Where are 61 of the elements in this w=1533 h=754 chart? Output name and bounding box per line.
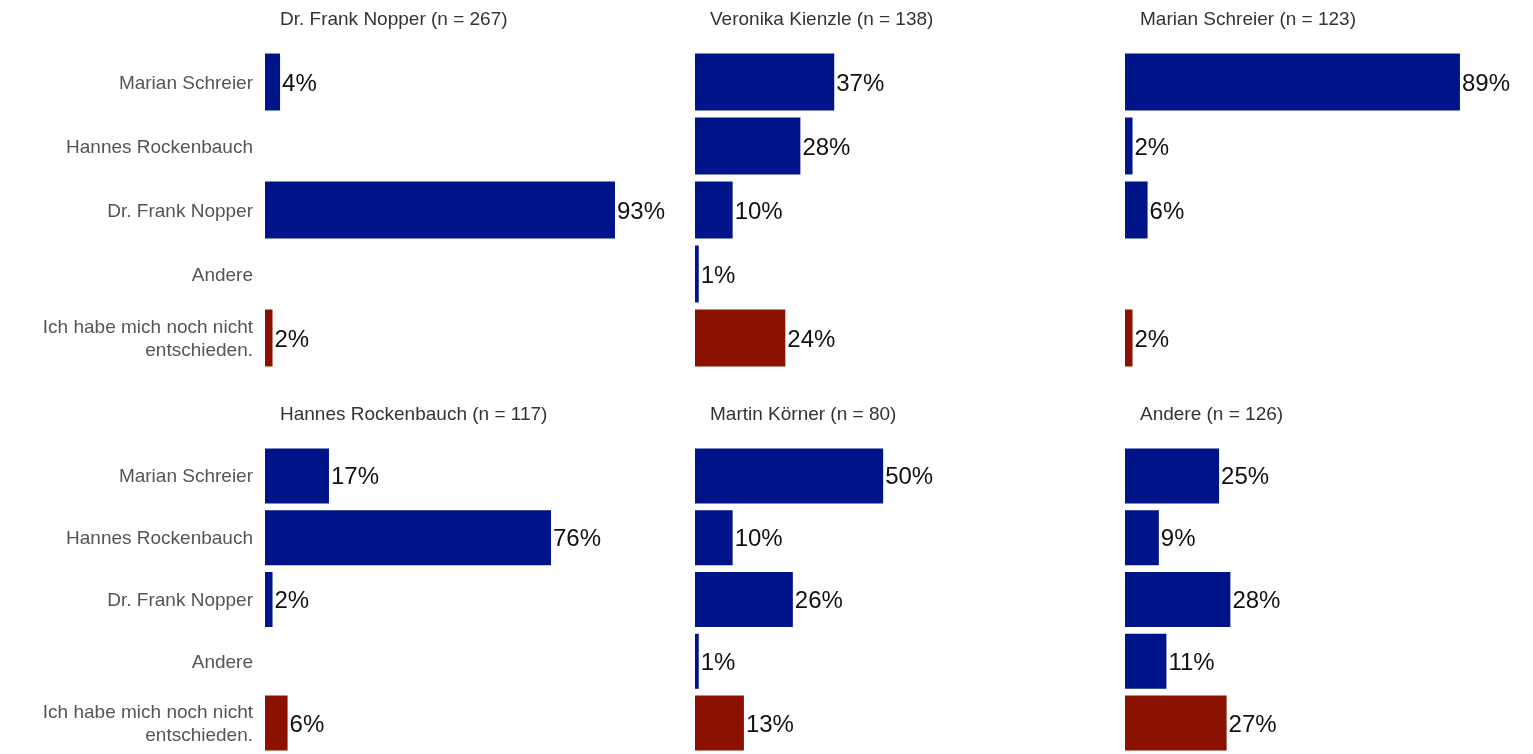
y-tick-label: Marian Schreier (118, 71, 254, 93)
chart-title: Hannes Rockenbauch (n = 117) (280, 403, 548, 424)
bar (1125, 510, 1159, 566)
data-label: 37% (836, 68, 885, 96)
y-tick-label: Hannes Rockenbauch (66, 135, 253, 157)
data-label: 1% (700, 647, 736, 675)
data-label: 28% (802, 132, 851, 160)
bar (265, 510, 552, 566)
data-label: 6% (1149, 196, 1185, 224)
data-label: 28% (1232, 586, 1281, 613)
chart-title: Marian Schreier (n = 123) (1140, 8, 1356, 29)
bar (695, 117, 801, 175)
data-label: 9% (1160, 524, 1196, 552)
bar (695, 510, 733, 566)
chart-title: Veronika Kienzle (n = 138) (710, 8, 934, 29)
bar (695, 309, 786, 367)
bar (695, 448, 884, 504)
bar (695, 572, 793, 627)
bar (695, 53, 835, 111)
data-label: 89% (1461, 68, 1510, 96)
y-tick-label: Ich habe mich noch nicht entschieden. (42, 701, 254, 746)
data-label: 4% (282, 68, 317, 96)
data-label: 10% (734, 524, 783, 552)
data-label: 1% (700, 260, 736, 288)
bar (695, 245, 699, 303)
data-label: 2% (1134, 132, 1170, 160)
data-label: 50% (885, 462, 934, 490)
bar (1125, 695, 1227, 751)
data-label: 10% (734, 196, 783, 224)
data-label: 24% (787, 324, 836, 352)
y-tick-label: Andere (191, 263, 253, 285)
data-label: 27% (1228, 709, 1277, 737)
bar (1125, 448, 1220, 504)
data-label: 93% (617, 196, 666, 224)
data-label: 17% (330, 462, 380, 490)
bar (695, 633, 699, 689)
y-tick-label: Andere (191, 650, 253, 672)
bar (265, 448, 329, 504)
y-tick-label: Dr. Frank Nopper (107, 199, 254, 221)
chart-title: Andere (n = 126) (1140, 403, 1284, 424)
y-tick-label: Marian Schreier (118, 465, 254, 487)
data-label: 13% (745, 709, 794, 737)
data-label: 2% (274, 586, 310, 613)
bar (1125, 633, 1167, 689)
data-label: 26% (794, 586, 843, 613)
chart-title: Dr. Frank Nopper (n = 267) (280, 8, 508, 29)
bar (695, 695, 744, 751)
bar (1125, 572, 1231, 627)
bar (695, 181, 733, 239)
bar (265, 695, 288, 751)
data-label: 6% (289, 709, 325, 737)
y-tick-label: Dr. Frank Nopper (107, 589, 254, 610)
bar (265, 572, 273, 627)
data-label: 25% (1221, 462, 1270, 490)
y-tick-label: Hannes Rockenbauch (66, 527, 253, 549)
data-label: 11% (1168, 647, 1215, 675)
data-label: 2% (274, 324, 310, 352)
chart-title: Martin Körner (n = 80) (710, 403, 897, 424)
data-label: 76% (553, 524, 602, 552)
data-label: 2% (1134, 324, 1170, 352)
y-tick-label: Ich habe mich noch nicht entschieden. (42, 316, 254, 360)
